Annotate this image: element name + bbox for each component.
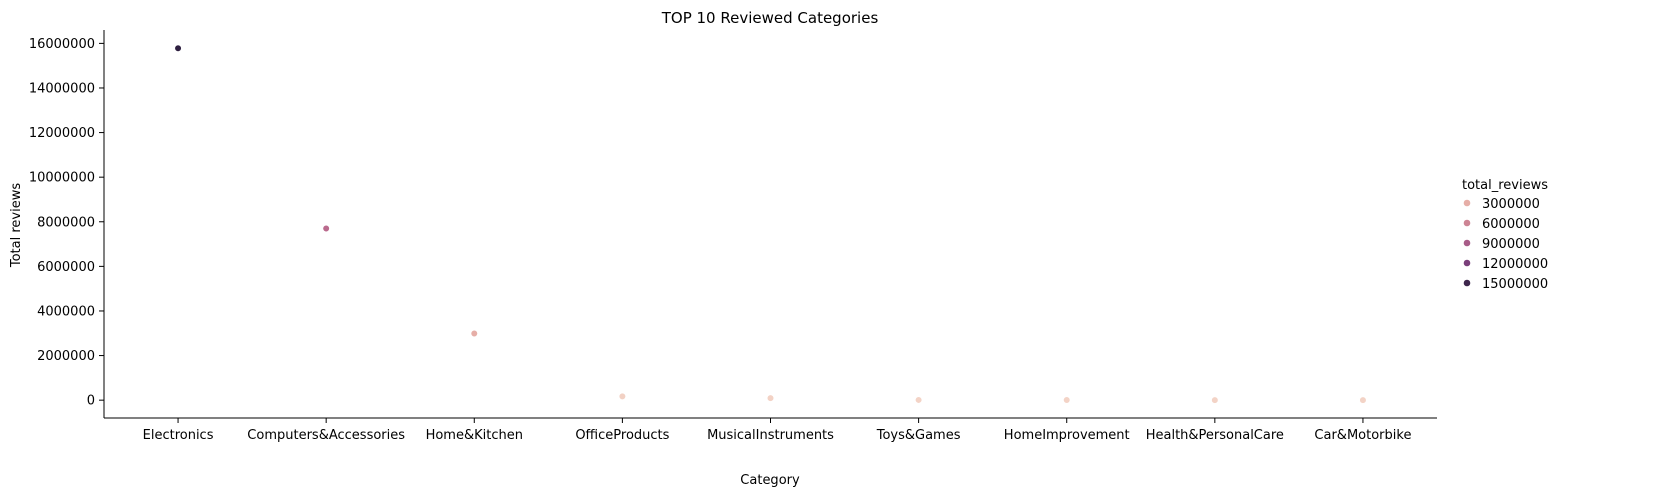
data-point [1063, 396, 1071, 404]
legend-title: total_reviews [1462, 178, 1548, 193]
y-tick-label: 4000000 [37, 304, 95, 319]
x-axis: Electronics Computers&Accessories Home&Kit… [104, 417, 1437, 443]
legend-marker [1463, 259, 1471, 267]
y-tick-label: 10000000 [29, 171, 95, 186]
data-point [915, 396, 923, 404]
y-tick-label: 14000000 [29, 81, 95, 96]
data-point [174, 44, 182, 52]
legend-marker [1463, 219, 1471, 227]
y-tick-label: 8000000 [37, 215, 95, 230]
x-tick-label: Health&PersonalCare [1146, 428, 1284, 443]
x-axis-title: Category [740, 473, 800, 488]
legend-marker [1463, 279, 1471, 287]
x-tick-label: OfficeProducts [575, 428, 669, 443]
x-tick-label: HomeImprovement [1004, 428, 1130, 443]
x-tick-label: Car&Motorbike [1314, 428, 1411, 443]
legend-label: 6000000 [1482, 217, 1540, 232]
legend-label: 12000000 [1482, 257, 1548, 272]
legend-label: 15000000 [1482, 277, 1548, 292]
y-tick-label: 2000000 [37, 349, 95, 364]
chart-title: TOP 10 Reviewed Categories [661, 9, 879, 27]
data-point [1211, 396, 1219, 404]
x-tick-label: Computers&Accessories [247, 428, 405, 443]
legend: total_reviews 3000000 6000000 9000000 12000… [1462, 178, 1548, 292]
data-point [322, 224, 330, 233]
data-point [1359, 396, 1367, 404]
x-tick-label: MusicalInstruments [707, 428, 834, 443]
y-tick-label: 16000000 [29, 37, 95, 52]
legend-marker [1463, 199, 1471, 207]
y-tick-label: 6000000 [37, 260, 95, 275]
y-axis: 0 2000000 4000000 6000000 8000000 10000000 120… [29, 30, 105, 418]
y-axis-title: Total reviews [9, 183, 24, 268]
legend-label: 3000000 [1482, 197, 1540, 212]
legend-label: 9000000 [1482, 237, 1540, 252]
y-tick-label: 0 [87, 394, 95, 409]
legend-marker [1463, 239, 1471, 247]
plot-area [174, 44, 1367, 404]
y-tick-label: 12000000 [29, 126, 95, 141]
x-tick-label: Home&Kitchen [426, 428, 523, 443]
x-tick-label: Electronics [143, 428, 214, 443]
data-point [470, 329, 478, 338]
data-point [618, 392, 626, 400]
x-tick-label: Toys&Games [876, 428, 961, 443]
data-point [766, 394, 775, 402]
